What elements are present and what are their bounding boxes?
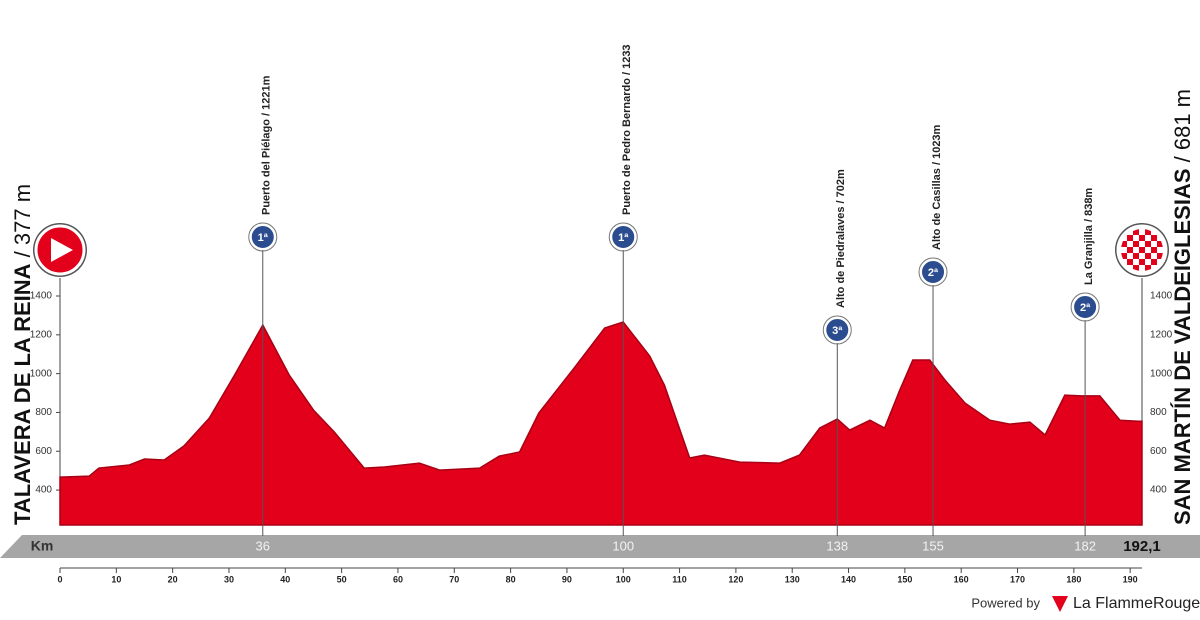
x-tick-label: 30 [224, 574, 234, 584]
check [1145, 241, 1151, 247]
y-tick-label-right: 1400 [1150, 291, 1173, 302]
x-tick-label: 190 [1123, 574, 1138, 584]
y-tick-label-right: 400 [1150, 485, 1167, 496]
brand: La FlammeRouge [1073, 595, 1200, 612]
start-altitude: / 377 m [10, 184, 35, 263]
start-name: TALAVERA DE LA REINA [10, 263, 35, 525]
climb-badge [824, 317, 851, 343]
x-tick-label: 0 [57, 574, 62, 584]
y-tick-label-right: 800 [1150, 407, 1167, 418]
x-tick-label: 100 [616, 574, 631, 584]
climb-name: Alto de Casillas / 1023m [931, 124, 943, 250]
y-tick-label: 400 [35, 485, 52, 496]
climb-name: Puerto de Pedro Bernardo / 1233 [621, 44, 633, 215]
check [1145, 253, 1151, 259]
x-tick-label: 80 [506, 574, 516, 584]
km-band [0, 535, 1200, 558]
x-tick-label: 110 [672, 574, 687, 584]
climb-badge-ring [822, 315, 852, 345]
y-tick-label: 800 [35, 407, 52, 418]
y-tick-label: 1400 [30, 291, 53, 302]
x-tick-label: 90 [562, 574, 572, 584]
check [1127, 247, 1133, 253]
start-icon [33, 223, 87, 277]
finish-icon [1115, 223, 1169, 277]
check [1151, 259, 1157, 265]
climb-category: 3ª [832, 325, 843, 337]
check [1157, 253, 1163, 259]
check [1121, 253, 1127, 259]
climb-badge [1072, 294, 1099, 320]
finish-name: SAN MARTÍN DE VALDEIGLESIAS [1170, 168, 1195, 525]
km-mark: 192,1 [1123, 538, 1161, 555]
climb-category: 2ª [928, 267, 939, 279]
y-tick-label: 1000 [30, 368, 53, 379]
check [1151, 235, 1157, 241]
x-tick-label: 130 [785, 574, 800, 584]
climb-name: Alto de Piedralaves / 702m [835, 169, 847, 308]
y-tick-label-right: 1200 [1150, 329, 1173, 340]
x-tick-label: 160 [954, 574, 969, 584]
elevation-area [59, 321, 1143, 526]
check [1139, 247, 1145, 253]
x-tick-label: 70 [449, 574, 459, 584]
start-label: TALAVERA DE LA REINA / 377 m [10, 184, 35, 525]
check [1157, 241, 1163, 247]
check [1127, 259, 1133, 265]
climb-badge-ring [608, 222, 638, 252]
km-mark: 36 [256, 538, 270, 553]
climb-badge [249, 224, 276, 250]
check [1121, 241, 1127, 247]
finish-altitude: / 681 m [1170, 89, 1195, 168]
y-tick-label: 600 [35, 446, 52, 457]
y-tick-label-right: 600 [1150, 446, 1167, 457]
climb-badge-ring [918, 257, 948, 287]
x-tick-label: 10 [111, 574, 121, 584]
x-tick-label: 120 [728, 574, 743, 584]
climb-name: La Granjilla / 838m [1083, 188, 1095, 285]
check [1133, 253, 1139, 259]
climb-category: 2ª [1080, 302, 1091, 314]
x-tick-label: 150 [897, 574, 912, 584]
x-tick-label: 40 [280, 574, 290, 584]
km-mark: 100 [612, 538, 634, 553]
brand-icon [1052, 596, 1068, 612]
climb-badge [920, 259, 947, 285]
check [1133, 241, 1139, 247]
check [1139, 259, 1145, 265]
km-label: Km [31, 538, 54, 554]
climb-category: 1ª [258, 232, 269, 244]
check [1145, 265, 1151, 271]
x-tick-label: 60 [393, 574, 403, 584]
x-tick-label: 140 [841, 574, 856, 584]
km-mark: 182 [1074, 538, 1096, 553]
km-mark: 155 [922, 538, 944, 553]
y-tick-label: 1200 [30, 329, 53, 340]
check [1127, 235, 1133, 241]
check [1151, 247, 1157, 253]
check [1139, 235, 1145, 241]
check [1145, 229, 1151, 235]
climb-badge-ring [1070, 292, 1100, 322]
x-tick-label: 50 [337, 574, 347, 584]
km-mark: 138 [826, 538, 848, 553]
climb-badge-ring [248, 222, 278, 252]
check [1133, 265, 1139, 271]
x-tick-label: 170 [1010, 574, 1025, 584]
climb-badge [610, 224, 637, 250]
x-tick-label: 180 [1066, 574, 1081, 584]
climb-category: 1ª [618, 232, 629, 244]
finish-label: SAN MARTÍN DE VALDEIGLESIAS / 681 m [1170, 89, 1195, 525]
check [1133, 229, 1139, 235]
x-tick-label: 20 [168, 574, 178, 584]
climb-name: Puerto del Piélago / 1221m [261, 75, 273, 215]
powered-by: Powered by [971, 595, 1040, 610]
y-tick-label-right: 1000 [1150, 368, 1173, 379]
